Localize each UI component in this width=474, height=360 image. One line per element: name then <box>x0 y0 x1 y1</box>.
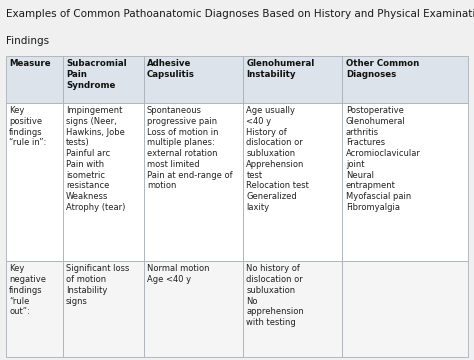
Bar <box>243 56 343 103</box>
Text: Findings: Findings <box>6 36 49 46</box>
Text: Subacromial
Pain
Syndrome: Subacromial Pain Syndrome <box>66 59 127 90</box>
Bar <box>144 103 243 261</box>
Text: Examples of Common Pathoanatomic Diagnoses Based on History and Physical Examina: Examples of Common Pathoanatomic Diagnos… <box>6 9 474 19</box>
Bar <box>243 261 343 357</box>
Bar <box>63 56 144 103</box>
Text: Key
positive
findings
“rule in”:: Key positive findings “rule in”: <box>9 106 46 147</box>
Text: Adhesive
Capsulitis: Adhesive Capsulitis <box>147 59 195 79</box>
Bar <box>144 261 243 357</box>
Text: Measure: Measure <box>9 59 51 68</box>
Text: Glenohumeral
Instability: Glenohumeral Instability <box>246 59 315 79</box>
Text: Key
negative
findings
“rule
out”:: Key negative findings “rule out”: <box>9 264 46 316</box>
Text: Age usually
<40 y
History of
dislocation or
subluxation
Apprehension
test
Reloca: Age usually <40 y History of dislocation… <box>246 106 309 212</box>
Bar <box>63 261 144 357</box>
Bar <box>343 56 468 103</box>
Bar <box>343 103 468 261</box>
Text: Other Common
Diagnoses: Other Common Diagnoses <box>346 59 419 79</box>
Text: Impingement
signs (Neer,
Hawkins, Jobe
tests)
Painful arc
Pain with
isometric
re: Impingement signs (Neer, Hawkins, Jobe t… <box>66 106 125 212</box>
Bar <box>243 103 343 261</box>
Text: Normal motion
Age <40 y: Normal motion Age <40 y <box>147 264 210 284</box>
Bar <box>63 103 144 261</box>
Text: Postoperative
Glenohumeral
arthritis
Fractures
Acromioclavicular
joint
Neural
en: Postoperative Glenohumeral arthritis Fra… <box>346 106 420 212</box>
Text: No history of
dislocation or
subluxation
No
apprehension
with testing: No history of dislocation or subluxation… <box>246 264 304 327</box>
Text: Significant loss
of motion
Instability
signs: Significant loss of motion Instability s… <box>66 264 129 306</box>
Bar <box>6 261 63 357</box>
Bar <box>343 261 468 357</box>
Bar <box>6 103 63 261</box>
Text: Spontaneous
progressive pain
Loss of motion in
multiple planes:
external rotatio: Spontaneous progressive pain Loss of mot… <box>147 106 232 190</box>
Bar <box>6 56 63 103</box>
Bar <box>144 56 243 103</box>
